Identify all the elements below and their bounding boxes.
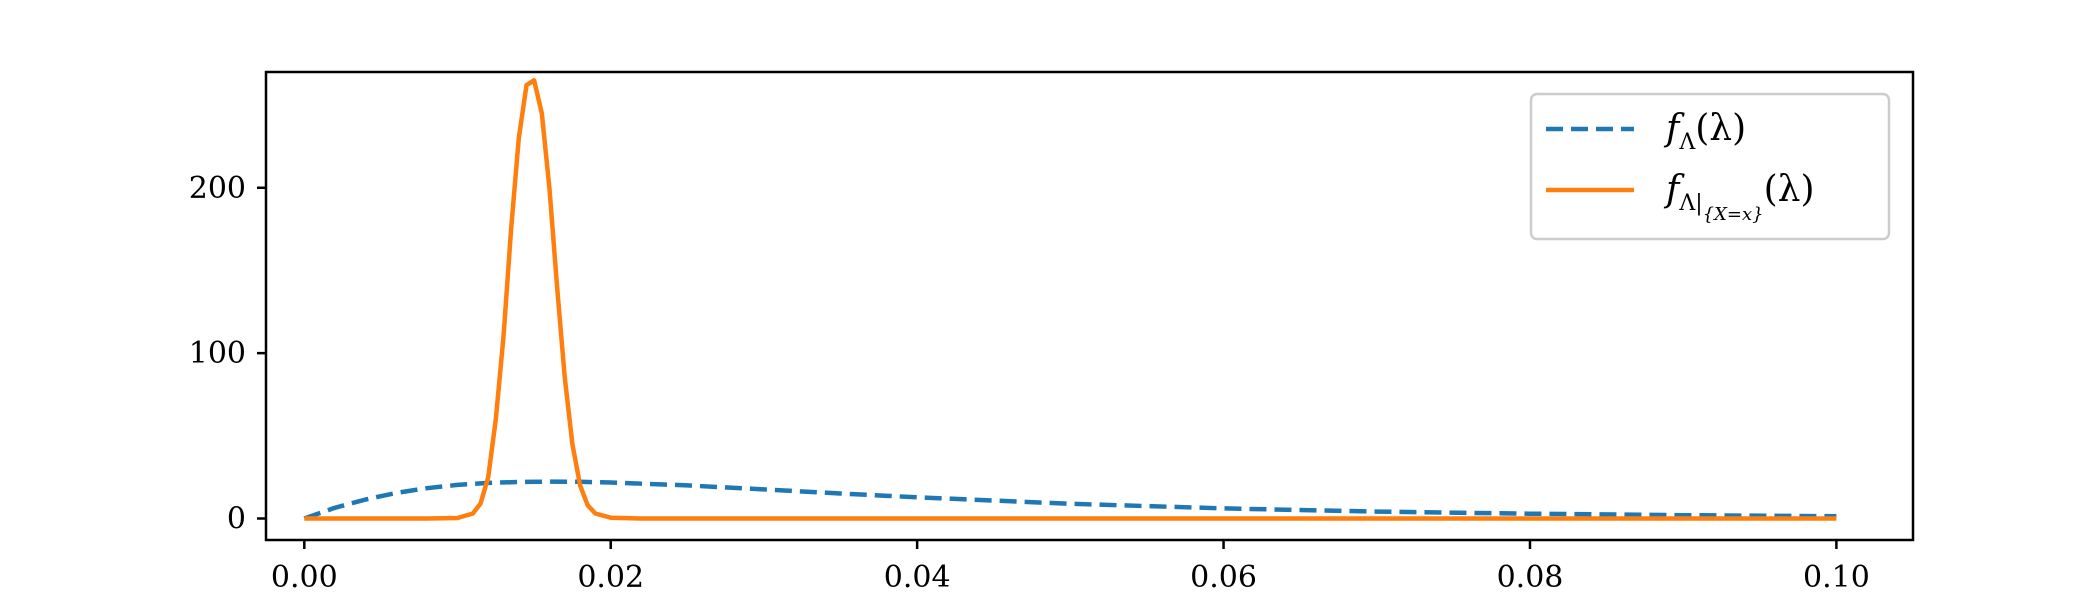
legend-label-posterior: fΛ|{X=x}(λ)	[1663, 169, 1815, 225]
series-line-posterior	[304, 78, 1837, 521]
y-tick-label: 100	[189, 336, 246, 371]
x-tick-label: 0.06	[1190, 560, 1257, 595]
y-tick-label: 200	[189, 171, 246, 206]
series-line-prior	[303, 479, 1837, 521]
x-tick-label: 0.10	[1803, 560, 1870, 595]
x-axis: 0.00 0.02 0.04 0.06 0.08 0.10	[271, 540, 1870, 595]
legend-box	[1529, 92, 1891, 241]
legend-label-prior: fΛ(λ)	[1663, 108, 1746, 155]
x-tick-label: 0.04	[884, 560, 951, 595]
x-tick-label: 0.02	[577, 560, 644, 595]
x-tick-label: 0.08	[1497, 560, 1564, 595]
y-tick-label: 0	[227, 502, 246, 537]
legend: fΛ(λ) fΛ|{X=x}(λ)	[1529, 92, 1891, 241]
x-tick-label: 0.00	[271, 560, 338, 595]
series-layer	[303, 78, 1837, 521]
y-axis: 0 100 200	[189, 171, 266, 537]
